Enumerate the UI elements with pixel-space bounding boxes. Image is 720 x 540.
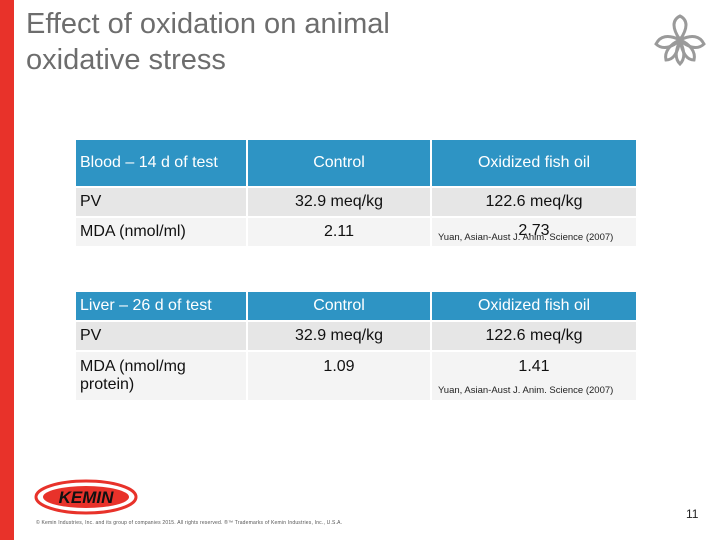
- table-row: MDA (nmol/ml) 2.11 2.73: [76, 218, 636, 248]
- table-cell: MDA (nmol/mg protein): [76, 352, 246, 402]
- table-header-cell: Liver – 26 d of test: [76, 292, 246, 322]
- table-cell: 2.73: [430, 218, 636, 248]
- table-header-cell: Oxidized fish oil: [430, 292, 636, 322]
- table-cell: 2.11: [246, 218, 430, 248]
- table-header-row: Liver – 26 d of test Control Oxidized fi…: [76, 292, 636, 322]
- kemin-logo-text: KEMIN: [59, 488, 115, 507]
- table-cell: 1.41: [430, 352, 636, 402]
- liver-table: Liver – 26 d of test Control Oxidized fi…: [76, 292, 636, 402]
- title-line-2: oxidative stress: [26, 44, 226, 76]
- accent-bar: [0, 0, 14, 540]
- table-row: PV 32.9 meq/kg 122.6 meq/kg: [76, 322, 636, 352]
- table-cell: MDA (nmol/ml): [76, 218, 246, 248]
- table-header-cell: Control: [246, 292, 430, 322]
- citation: Yuan, Asian-Aust J. Anim. Science (2007): [438, 232, 614, 243]
- table-cell: 32.9 meq/kg: [246, 322, 430, 352]
- table-header-cell: Control: [246, 140, 430, 188]
- table-header-cell: Oxidized fish oil: [430, 140, 636, 188]
- table-header-cell: Blood – 14 d of test: [76, 140, 246, 188]
- page-number: 11: [686, 507, 699, 521]
- footer-copyright: © Kemin Industries, Inc. and its group o…: [36, 520, 343, 526]
- table-cell: 122.6 meq/kg: [430, 322, 636, 352]
- table-header-row: Blood – 14 d of test Control Oxidized fi…: [76, 140, 636, 188]
- leaf-logo-icon: [654, 14, 706, 66]
- slide-title: Effect of oxidation on animal oxidative …: [26, 6, 546, 78]
- title-line-1: Effect of oxidation on animal: [26, 8, 390, 40]
- table-cell: PV: [76, 188, 246, 218]
- table-cell: PV: [76, 322, 246, 352]
- table-cell: 122.6 meq/kg: [430, 188, 636, 218]
- table-row: PV 32.9 meq/kg 122.6 meq/kg: [76, 188, 636, 218]
- table-row: MDA (nmol/mg protein) 1.09 1.41: [76, 352, 636, 402]
- citation: Yuan, Asian-Aust J. Anim. Science (2007): [438, 385, 614, 396]
- table-cell: 32.9 meq/kg: [246, 188, 430, 218]
- kemin-logo: KEMIN: [34, 479, 138, 515]
- table-cell: 1.09: [246, 352, 430, 402]
- blood-table: Blood – 14 d of test Control Oxidized fi…: [76, 140, 636, 248]
